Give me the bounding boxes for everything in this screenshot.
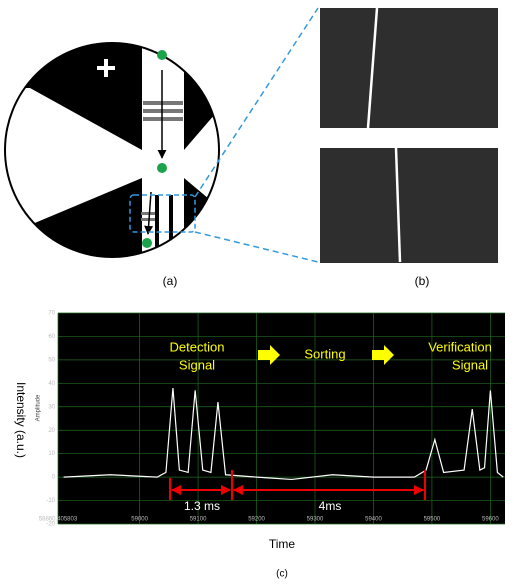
y-tick-label: 20 <box>48 428 55 434</box>
x-tick-label: 59500 <box>424 517 441 523</box>
arrow <box>258 345 280 365</box>
y-tick-label: 60 <box>48 334 55 340</box>
y-tick-label: -20 <box>46 522 55 528</box>
annotation: 4ms <box>319 499 342 513</box>
x-tick-label: 58860.405803 <box>39 517 78 523</box>
micrographs <box>320 7 498 263</box>
x-axis-label: Time <box>269 537 296 551</box>
arrow <box>372 345 394 365</box>
annotation: Verification <box>428 339 492 354</box>
panel-label: (c) <box>276 569 288 580</box>
panel-label: (a) <box>163 274 178 288</box>
y-tick-label: -10 <box>46 498 55 504</box>
y-tick-label: 40 <box>48 381 55 387</box>
annotation: Signal <box>179 357 215 372</box>
x-tick-label: 59100 <box>190 517 207 523</box>
duration-markers <box>169 470 426 500</box>
x-tick-label: 59400 <box>365 517 382 523</box>
y-tick-label: 0 <box>52 475 56 481</box>
signal-trace <box>63 387 504 481</box>
chip-diagram <box>4 7 319 263</box>
x-tick-label: 59200 <box>248 517 265 523</box>
y-axis-label: Intensity (a.u.) <box>14 382 28 458</box>
annotation: 1.3 ms <box>184 499 220 513</box>
y-tick-label: 50 <box>48 357 55 363</box>
panel-label: (b) <box>415 274 430 288</box>
annotation: Signal <box>452 357 488 372</box>
x-tick-label: 59600 <box>482 517 499 523</box>
y-tick-label: 70 <box>48 311 55 317</box>
inner-axis-label: Amplitude <box>36 394 42 421</box>
x-tick-label: 59000 <box>131 517 148 523</box>
annotation: Detection <box>170 339 225 354</box>
annotation: Sorting <box>304 346 345 361</box>
y-tick-label: 10 <box>48 451 55 457</box>
y-tick-label: 30 <box>48 404 55 410</box>
x-tick-label: 59300 <box>307 517 324 523</box>
